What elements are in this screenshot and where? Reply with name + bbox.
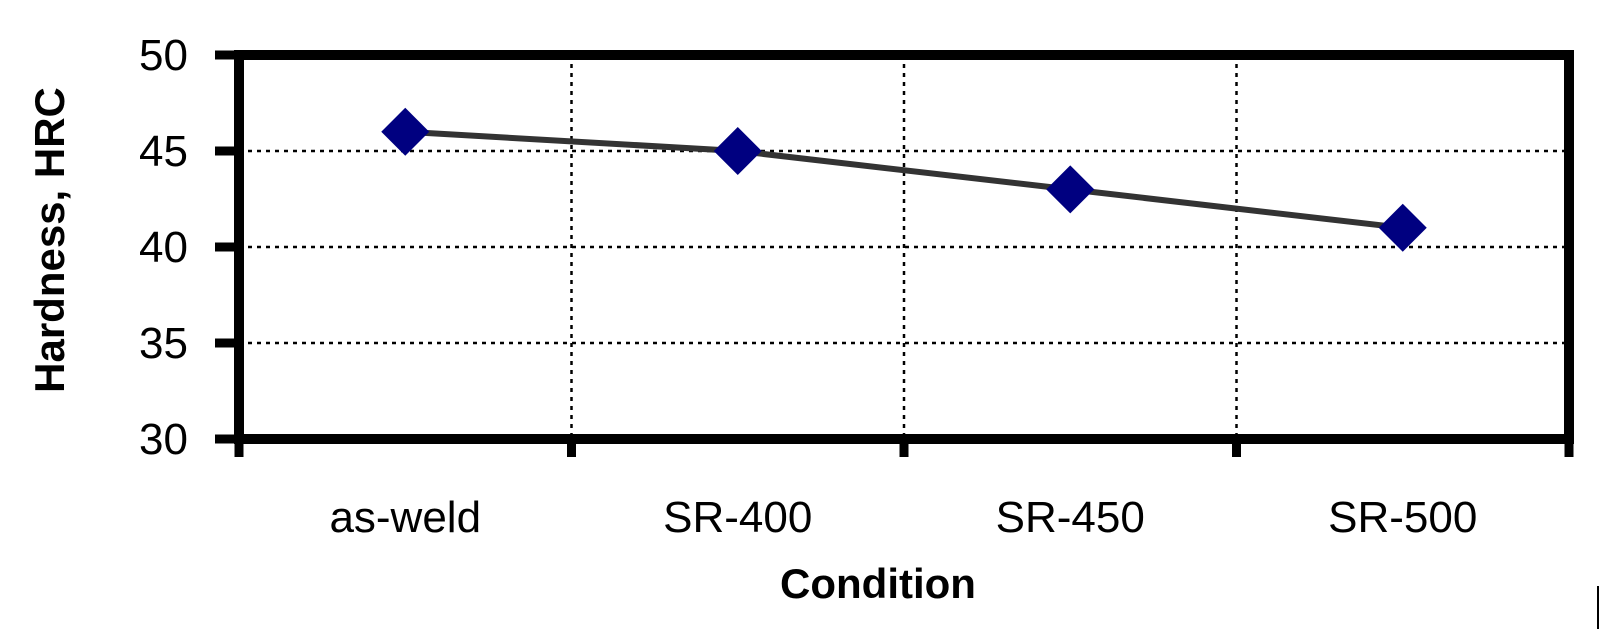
- x-tick-label: SR-500: [1328, 493, 1477, 542]
- x-tick-label: as-weld: [329, 493, 481, 542]
- y-axis-tick-labels: 30 35 40 45 50: [139, 31, 188, 464]
- x-axis-title: Condition: [780, 560, 976, 607]
- data-point-marker: [381, 107, 430, 156]
- series-layer: [381, 107, 1427, 252]
- data-point-marker: [1378, 203, 1427, 252]
- y-axis-title: Hardness, HRC: [26, 87, 73, 393]
- series-line: [405, 128, 1404, 231]
- y-tick-label: 30: [139, 415, 188, 464]
- x-tick-label: SR-450: [996, 493, 1145, 542]
- data-point-marker: [713, 127, 762, 175]
- data-point-marker: [1046, 165, 1095, 214]
- y-tick-label: 50: [139, 31, 188, 80]
- x-axis-tick-labels: as-weld SR-400 SR-450 SR-500: [329, 493, 1477, 542]
- y-tick-label: 40: [139, 223, 188, 272]
- y-tick-label: 45: [139, 127, 188, 176]
- axis-ticks: [215, 50, 1574, 457]
- y-tick-label: 35: [139, 319, 188, 368]
- x-tick-label: SR-400: [663, 493, 812, 542]
- grid-lines: [239, 55, 1569, 439]
